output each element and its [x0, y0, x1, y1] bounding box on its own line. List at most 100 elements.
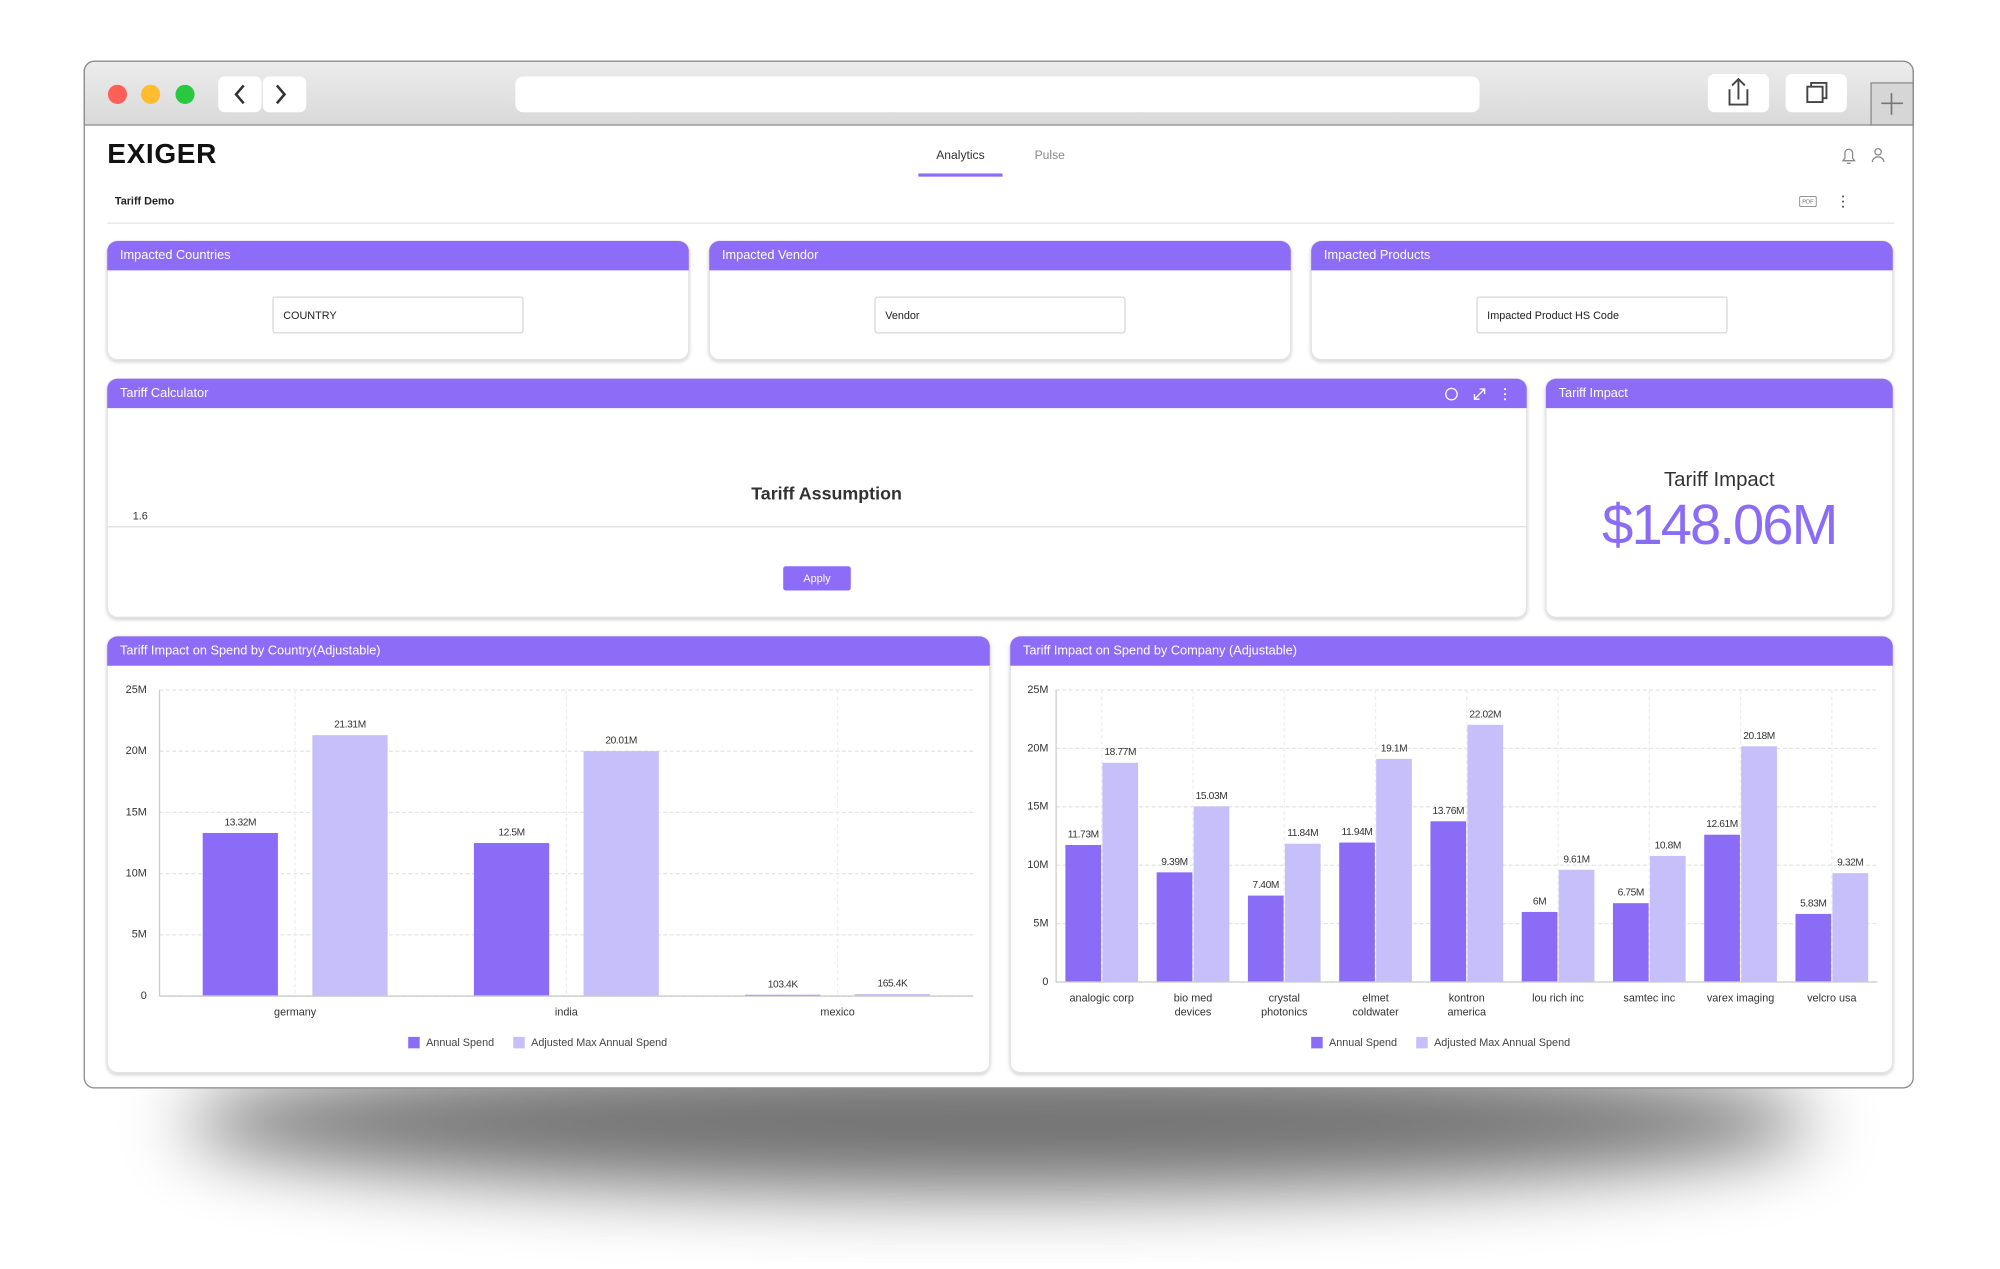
legend-label[interactable]: Annual Spend: [1329, 1037, 1397, 1049]
user-icon[interactable]: [1871, 148, 1885, 163]
legend-swatch[interactable]: [1416, 1036, 1428, 1049]
bar: [1704, 834, 1740, 983]
card-title: Impacted Countries: [120, 247, 231, 262]
bar: [202, 832, 278, 997]
bar: [312, 735, 388, 997]
y-tick-label: 25M: [126, 684, 147, 696]
bar: [583, 751, 659, 997]
filter-input[interactable]: [874, 296, 1126, 334]
value-label: 11.94M: [1342, 827, 1373, 838]
card-title: Impacted Products: [1324, 247, 1430, 262]
bar: [1102, 762, 1139, 983]
tabs-button[interactable]: [1785, 73, 1847, 113]
bar: [1247, 895, 1284, 983]
card-header: [709, 241, 1291, 271]
x-tick-label: varex imaging: [1707, 992, 1774, 1004]
legend-swatch[interactable]: [1311, 1036, 1323, 1049]
value-label: 9.32M: [1837, 858, 1863, 869]
bar: [1521, 911, 1558, 983]
value-label: 13.32M: [224, 817, 256, 828]
x-tick-label: velcro usa: [1807, 992, 1857, 1004]
apply-label: Apply: [803, 573, 831, 585]
bar: [1558, 869, 1595, 983]
y-tick-label: 10M: [126, 867, 147, 879]
bell-icon[interactable]: [1841, 148, 1856, 164]
share-icon: [1728, 77, 1749, 106]
card-header: [1010, 636, 1893, 666]
info-icon[interactable]: [1445, 387, 1458, 401]
y-tick-label: 25M: [1027, 684, 1048, 696]
bar: [1612, 903, 1649, 983]
filter-input[interactable]: [272, 296, 524, 334]
bar: [1649, 855, 1686, 983]
bar: [1065, 845, 1102, 983]
value-label: 15.03M: [1196, 791, 1228, 802]
bar: [1284, 843, 1321, 983]
minimize-button[interactable]: [141, 84, 161, 104]
bar: [854, 994, 931, 997]
tab[interactable]: Analytics: [936, 148, 984, 162]
card-title: Tariff Impact on Spend by Company (Adjus…: [1023, 642, 1297, 657]
value-label: 11.73M: [1068, 829, 1099, 840]
pdf-icon-label: PDF: [1802, 199, 1814, 205]
y-tick-label: 15M: [126, 806, 147, 818]
card-header: [1311, 241, 1893, 271]
legend-label[interactable]: Annual Spend: [426, 1037, 494, 1049]
card-header: [1545, 378, 1893, 409]
x-tick-label: lou rich inc: [1532, 992, 1584, 1004]
legend-swatch[interactable]: [408, 1036, 420, 1049]
expand-icon[interactable]: [1473, 388, 1486, 400]
value-label: 13.76M: [1432, 806, 1464, 817]
filter-placeholder: Vendor: [885, 310, 920, 322]
filter-input[interactable]: [1476, 296, 1728, 334]
filter-placeholder: COUNTRY: [283, 310, 336, 322]
close-button[interactable]: [107, 84, 128, 104]
value-label: 12.61M: [1706, 819, 1738, 830]
card-title: Tariff Calculator: [120, 385, 209, 400]
bar: [1467, 724, 1504, 983]
x-tick-label: elmet coldwater: [1352, 992, 1399, 1018]
x-tick-label: samtec inc: [1623, 992, 1675, 1004]
pdf-icon[interactable]: [1799, 195, 1817, 208]
value-label: 20.01M: [605, 736, 637, 747]
value-label: 5.83M: [1800, 898, 1826, 909]
bar: [1339, 842, 1375, 983]
legend-swatch[interactable]: [513, 1036, 525, 1049]
value-label: 6.75M: [1618, 888, 1644, 899]
tabs-icon: [1806, 81, 1828, 103]
y-tick-label: 10M: [1027, 859, 1048, 871]
apply-button[interactable]: [783, 566, 851, 591]
bar: [1156, 872, 1193, 983]
bar: [1832, 873, 1869, 983]
y-tick-label: 20M: [1027, 742, 1048, 754]
logo: EXIGER: [107, 138, 217, 169]
value-label: 9.39M: [1161, 857, 1187, 868]
y-tick-label: 20M: [126, 745, 147, 757]
card-header: [107, 241, 689, 271]
y-tick-label: 5M: [1033, 917, 1048, 929]
new-tab-button[interactable]: [1870, 82, 1914, 126]
back-button[interactable]: [218, 76, 262, 113]
tab[interactable]: Pulse: [1035, 148, 1066, 162]
impact-heading: Tariff Impact: [1664, 469, 1775, 491]
y-tick-label: 0: [141, 990, 147, 1002]
value-label: 12.5M: [498, 828, 524, 839]
y-tick-label: 0: [1042, 976, 1048, 988]
calculator-heading: Tariff Assumption: [751, 484, 902, 504]
bar: [1741, 746, 1777, 983]
x-tick-label: mexico: [820, 1007, 854, 1019]
card-title: Tariff Impact: [1559, 385, 1629, 400]
plus-icon: [1881, 93, 1903, 115]
bar: [1193, 806, 1230, 983]
legend-label[interactable]: Adjusted Max Annual Spend: [531, 1037, 667, 1049]
nav-arrows: [234, 84, 287, 105]
active-tab-underline: [918, 173, 1003, 177]
zoom-button[interactable]: [175, 84, 195, 104]
address-bar[interactable]: [515, 76, 1480, 113]
x-tick-label: india: [555, 1007, 579, 1019]
value-label: 20.18M: [1743, 731, 1775, 742]
legend-label[interactable]: Adjusted Max Annual Spend: [1434, 1037, 1570, 1049]
value-label: 18.77M: [1104, 747, 1136, 758]
